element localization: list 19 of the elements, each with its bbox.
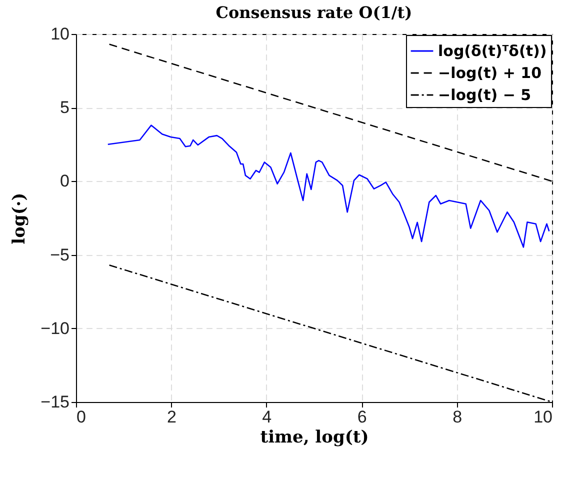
x-tick-label: 4 — [262, 408, 272, 426]
y-tick-label: −10 — [40, 318, 70, 338]
line-series — [107, 124, 550, 248]
y-tick-label: −15 — [40, 392, 70, 412]
x-tick-label: 10 — [534, 408, 552, 426]
y-tick-label: 10 — [50, 24, 70, 44]
x-tick-label: 2 — [166, 408, 176, 426]
legend-label: log(δ(t)ᵀδ(t)) — [438, 42, 547, 60]
chart-title: Consensus rate O(1/t) — [216, 3, 412, 22]
x-tick-label: 8 — [452, 408, 462, 426]
x-tick-label: 6 — [357, 408, 367, 426]
y-tick-label: 5 — [60, 98, 70, 118]
y-tick-label: −5 — [50, 245, 70, 264]
y-axis-title: log(·) — [10, 192, 30, 244]
y-tick-label: 0 — [60, 172, 70, 191]
legend-label: −log(t) + 10 — [438, 64, 542, 82]
legend-label: −log(t) − 5 — [438, 86, 532, 104]
x-axis-title: time, log(t) — [260, 428, 369, 448]
x-tick-label: 0 — [76, 408, 86, 426]
